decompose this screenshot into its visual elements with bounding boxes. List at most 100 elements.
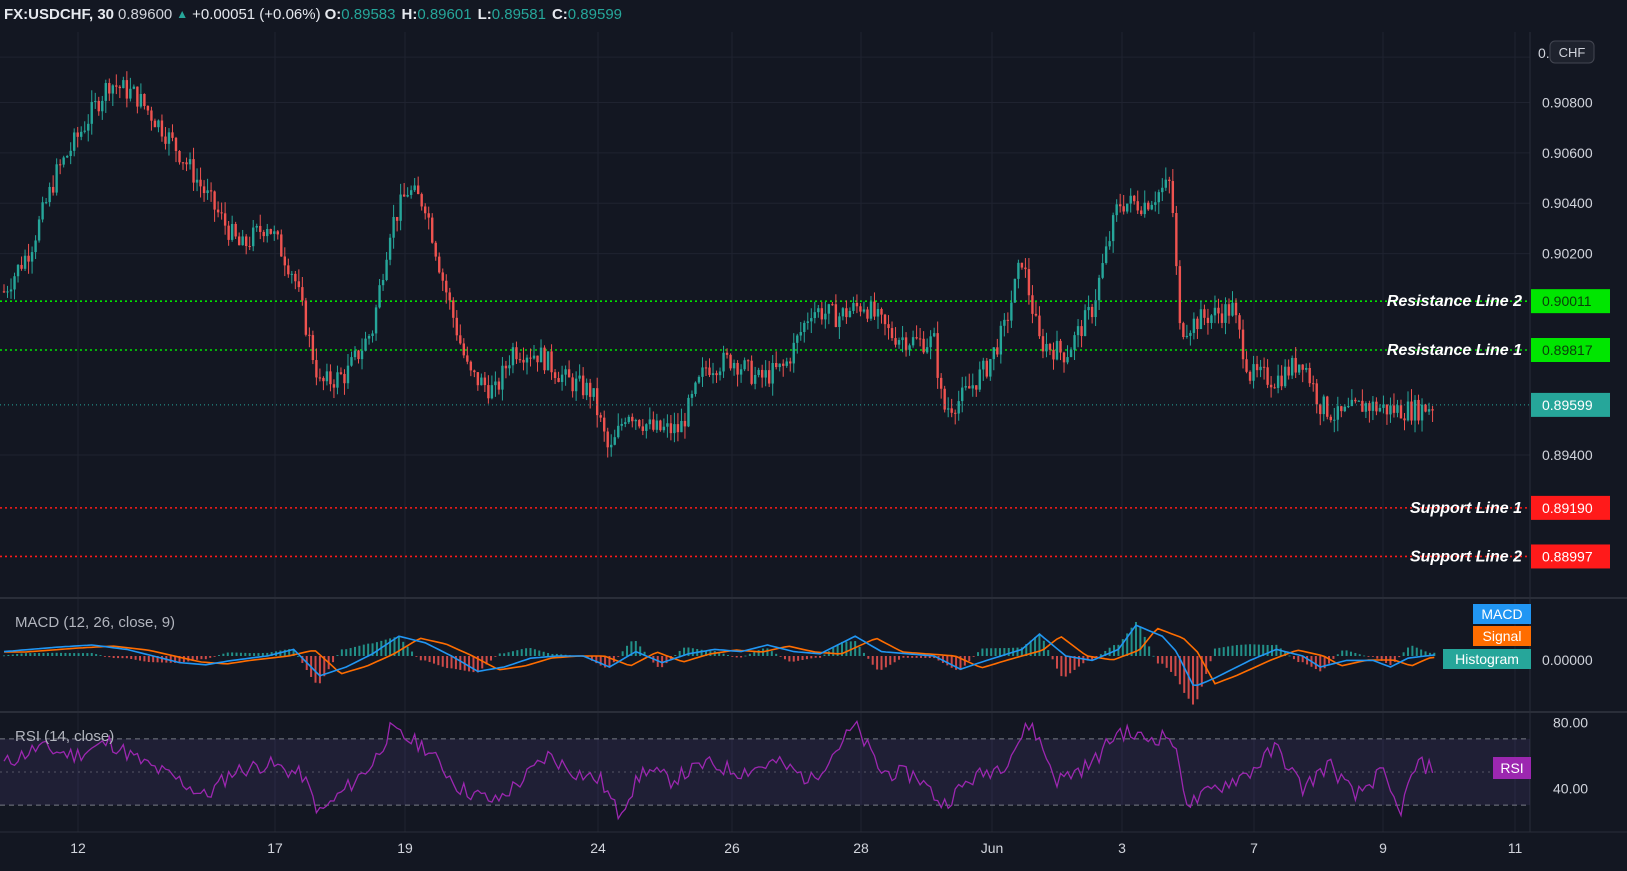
time-tick-label: Jun <box>981 840 1004 856</box>
candle-body <box>388 237 392 260</box>
macd-legend-tag <box>1473 604 1531 624</box>
histogram-bar <box>42 652 45 656</box>
candle-body <box>708 367 711 376</box>
candle-body <box>1087 306 1090 311</box>
candle-body <box>266 229 269 237</box>
candle-body <box>968 386 971 389</box>
histogram-bar <box>889 656 892 665</box>
candle-body <box>539 347 543 363</box>
candle-body <box>381 280 385 286</box>
histogram-bar <box>1205 656 1208 674</box>
candle-body <box>775 362 778 368</box>
time-tick-label: 24 <box>590 840 606 856</box>
histogram-bar <box>946 656 949 666</box>
rsi-path <box>3 719 1434 821</box>
candle-body <box>30 252 34 262</box>
candle-body <box>971 385 974 389</box>
histogram-bar <box>529 648 532 656</box>
candle-body <box>1097 277 1101 301</box>
candle-body <box>223 213 227 226</box>
histogram-bar <box>1139 627 1142 656</box>
histogram-bar <box>33 653 36 656</box>
candle-body <box>1245 359 1248 372</box>
histogram-bar <box>24 653 27 656</box>
candle-body <box>420 194 423 207</box>
candle-body <box>1417 399 1420 421</box>
candle-body <box>546 351 550 371</box>
symbol-title[interactable]: FX:USDCHF, 30 <box>4 5 115 23</box>
macd-legend-label: MACD <box>1481 606 1522 622</box>
candle-body <box>753 374 757 384</box>
histogram-bar <box>797 656 800 661</box>
histogram-bar <box>1156 656 1159 664</box>
low-label: L: <box>477 5 492 23</box>
time-axis[interactable]: 12 17 19 24 26 28 Jun 3 7 9 11 <box>70 840 1522 856</box>
histogram-bar <box>555 653 558 656</box>
candle-body <box>188 159 192 165</box>
candle-body <box>1248 371 1252 381</box>
candle-body <box>164 136 167 144</box>
candle-body <box>1406 401 1410 421</box>
histogram-bar <box>253 653 256 656</box>
candle-body <box>129 88 132 99</box>
candle-body <box>1013 278 1017 303</box>
histogram-bar <box>674 654 677 656</box>
candle-body <box>662 426 666 431</box>
candle-body <box>1031 295 1034 314</box>
candle-body <box>515 347 518 360</box>
candle-body <box>1038 315 1041 337</box>
histogram-bar <box>801 656 804 660</box>
candle-body <box>336 372 339 388</box>
histogram-bar <box>661 656 664 668</box>
candle-body <box>44 202 48 204</box>
candle-body <box>1385 404 1389 415</box>
currency-button[interactable]: CHF <box>1549 40 1595 64</box>
macd-line <box>3 624 1435 687</box>
histogram-bar <box>876 656 879 670</box>
candle-body <box>631 416 634 422</box>
candle-body <box>501 365 504 390</box>
candle-body <box>1319 404 1322 415</box>
candle-body <box>1336 406 1339 420</box>
histogram-bar <box>1231 645 1234 656</box>
candle-body <box>259 225 262 232</box>
candle-body <box>65 155 69 158</box>
histogram-bar <box>1301 656 1304 663</box>
candle-body <box>62 157 65 165</box>
candle-body <box>1287 366 1290 376</box>
candle-body <box>627 416 630 423</box>
candle-body <box>1171 181 1175 213</box>
histogram-bar <box>239 652 242 656</box>
histogram-bar <box>1170 656 1173 672</box>
histogram-bar <box>1433 652 1436 656</box>
candle-body <box>1006 319 1010 321</box>
histogram-bar <box>222 653 225 656</box>
histogram-bar <box>740 656 743 658</box>
histogram-bar <box>60 652 63 656</box>
candle-body <box>975 385 978 390</box>
histogram-bar <box>898 656 901 660</box>
histogram-bar <box>270 652 273 656</box>
histogram-bar <box>1420 649 1423 656</box>
candle-body <box>824 313 827 320</box>
candle-body <box>262 231 265 237</box>
histogram-bar <box>832 647 835 656</box>
candle-body <box>1069 349 1073 358</box>
candle-body <box>610 444 613 448</box>
histogram-bar <box>367 643 370 656</box>
candle-body <box>227 225 230 240</box>
candle-body <box>462 343 466 356</box>
candle-body <box>438 256 441 273</box>
last-price-bg <box>1531 392 1610 417</box>
histogram-bar <box>213 656 216 657</box>
histogram-bar <box>1034 637 1037 656</box>
price-axis[interactable]: 0.90800 0.90600 0.90400 0.90200 0.89400 <box>1542 95 1593 464</box>
histogram-bar <box>718 652 721 656</box>
candle-body <box>946 408 950 410</box>
candle-body <box>6 291 9 293</box>
histogram-bar <box>130 656 133 660</box>
candle-body <box>841 308 845 317</box>
histogram-bar <box>643 651 646 656</box>
histogram-bar <box>3 655 5 657</box>
